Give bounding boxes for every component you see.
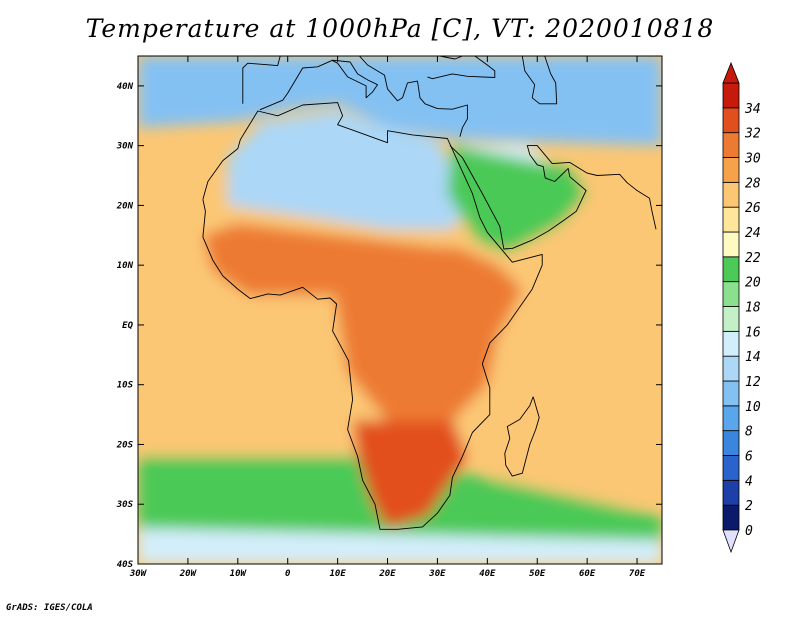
colorbar-swatch xyxy=(722,405,740,432)
lat-tick-label: 40N xyxy=(117,82,134,92)
colorbar-label: 28 xyxy=(745,176,761,191)
colorbar-swatch xyxy=(722,504,740,531)
lat-axis: 40N 30N 20N 10N EQ 10S 20S 30S 40S xyxy=(116,82,662,570)
region-southern-ocean xyxy=(138,528,662,564)
lon-axis: 30W 20W 10W 0 10E 20E 30E 40E 50E 60E 70E xyxy=(129,56,646,579)
coastline-blacksea xyxy=(427,56,496,80)
lon-tick-label: 10W xyxy=(230,569,248,579)
colorbar-swatch xyxy=(722,82,740,109)
map-frame xyxy=(137,55,663,565)
colorbar-label: 6 xyxy=(745,450,753,465)
coastline-caspian xyxy=(521,56,558,105)
colorbar-label: 10 xyxy=(745,400,761,415)
lat-tick-label: 40S xyxy=(117,560,134,570)
colorbar-swatch xyxy=(722,231,740,258)
region-indian-ocean xyxy=(487,193,662,517)
coastline-med_north xyxy=(259,59,378,111)
colorbar-swatch xyxy=(722,455,740,481)
colorbar-label: 8 xyxy=(745,425,753,440)
lat-tick-label: 30N xyxy=(116,142,134,152)
lat-tick-label: 10S xyxy=(117,381,134,391)
lat-tick-label: 20N xyxy=(116,201,134,211)
colorbar-under-arrow xyxy=(722,529,740,554)
colorbar-swatch xyxy=(722,206,740,233)
colorbar-swatch xyxy=(722,107,740,134)
lon-tick-label: 20E xyxy=(378,569,396,579)
coastline-madagascar xyxy=(504,396,540,477)
colorbar-label: 4 xyxy=(745,474,753,489)
colorbar-label: 20 xyxy=(745,276,761,291)
colorbar-swatch xyxy=(722,181,740,208)
lat-tick-label: 10N xyxy=(117,261,134,271)
colorbar-label: 16 xyxy=(745,325,761,340)
map-title: Temperature at 1000hPa [C], VT: 20200108… xyxy=(85,14,715,43)
colorbar-label: 0 xyxy=(745,524,753,539)
lon-tick-label: 30W xyxy=(129,569,148,579)
colorbar-label: 30 xyxy=(744,152,761,167)
colorbar-swatch xyxy=(722,157,740,183)
colorbar-swatch xyxy=(722,306,740,332)
lon-tick-label: 50E xyxy=(529,569,546,579)
colorbar-label: 2 xyxy=(745,499,753,514)
colorbar-label: 18 xyxy=(745,301,761,316)
lat-tick-label: 30S xyxy=(116,500,134,510)
colorbar-swatch xyxy=(722,281,740,307)
colorbar-label: 34 xyxy=(744,102,761,117)
region-central-and-east-africa xyxy=(332,241,523,421)
region-southern-africa-interior xyxy=(352,420,468,529)
colorbar-label: 14 xyxy=(745,350,761,365)
colorbar-swatch xyxy=(722,479,740,506)
lon-tick-label: 30E xyxy=(428,569,446,579)
lon-tick-label: 10E xyxy=(329,569,346,579)
colorbar-over-arrow xyxy=(722,61,740,84)
colorbar-swatch xyxy=(722,430,740,456)
lon-tick-label: 60E xyxy=(579,569,596,579)
lon-tick-label: 70E xyxy=(629,569,646,579)
colorbar-label: 32 xyxy=(744,127,761,142)
coastline-europe xyxy=(138,56,281,104)
region-mediterranean-and-europe xyxy=(138,56,662,146)
region-sahara-and-north-africa xyxy=(227,109,468,230)
colorbar-label: 26 xyxy=(745,201,761,216)
lon-tick-label: 20W xyxy=(179,569,198,579)
colorbar-label: 22 xyxy=(745,251,761,266)
lon-tick-label: 0 xyxy=(285,569,291,579)
lat-tick-label: EQ xyxy=(122,321,133,331)
colorbar-swatch xyxy=(722,132,740,158)
region-red-sea-and-gulf-coasts xyxy=(447,145,588,254)
colorbar-label: 24 xyxy=(745,226,761,241)
colorbar-swatch xyxy=(722,256,740,283)
grads-credit: GrADS: IGES/COLA xyxy=(6,603,93,613)
colorbar-label: 12 xyxy=(745,375,761,390)
colorbar-swatch xyxy=(722,380,740,407)
colorbar-swatch xyxy=(722,330,740,357)
coastline-balkans xyxy=(358,56,468,137)
lon-tick-label: 40E xyxy=(479,569,496,579)
coastline-africa xyxy=(202,102,543,530)
lat-tick-label: 20S xyxy=(116,440,134,450)
colorbar-swatch xyxy=(722,355,740,382)
temperature-field xyxy=(138,56,662,564)
coastlines xyxy=(138,56,657,530)
coastline-arabia xyxy=(449,145,657,250)
